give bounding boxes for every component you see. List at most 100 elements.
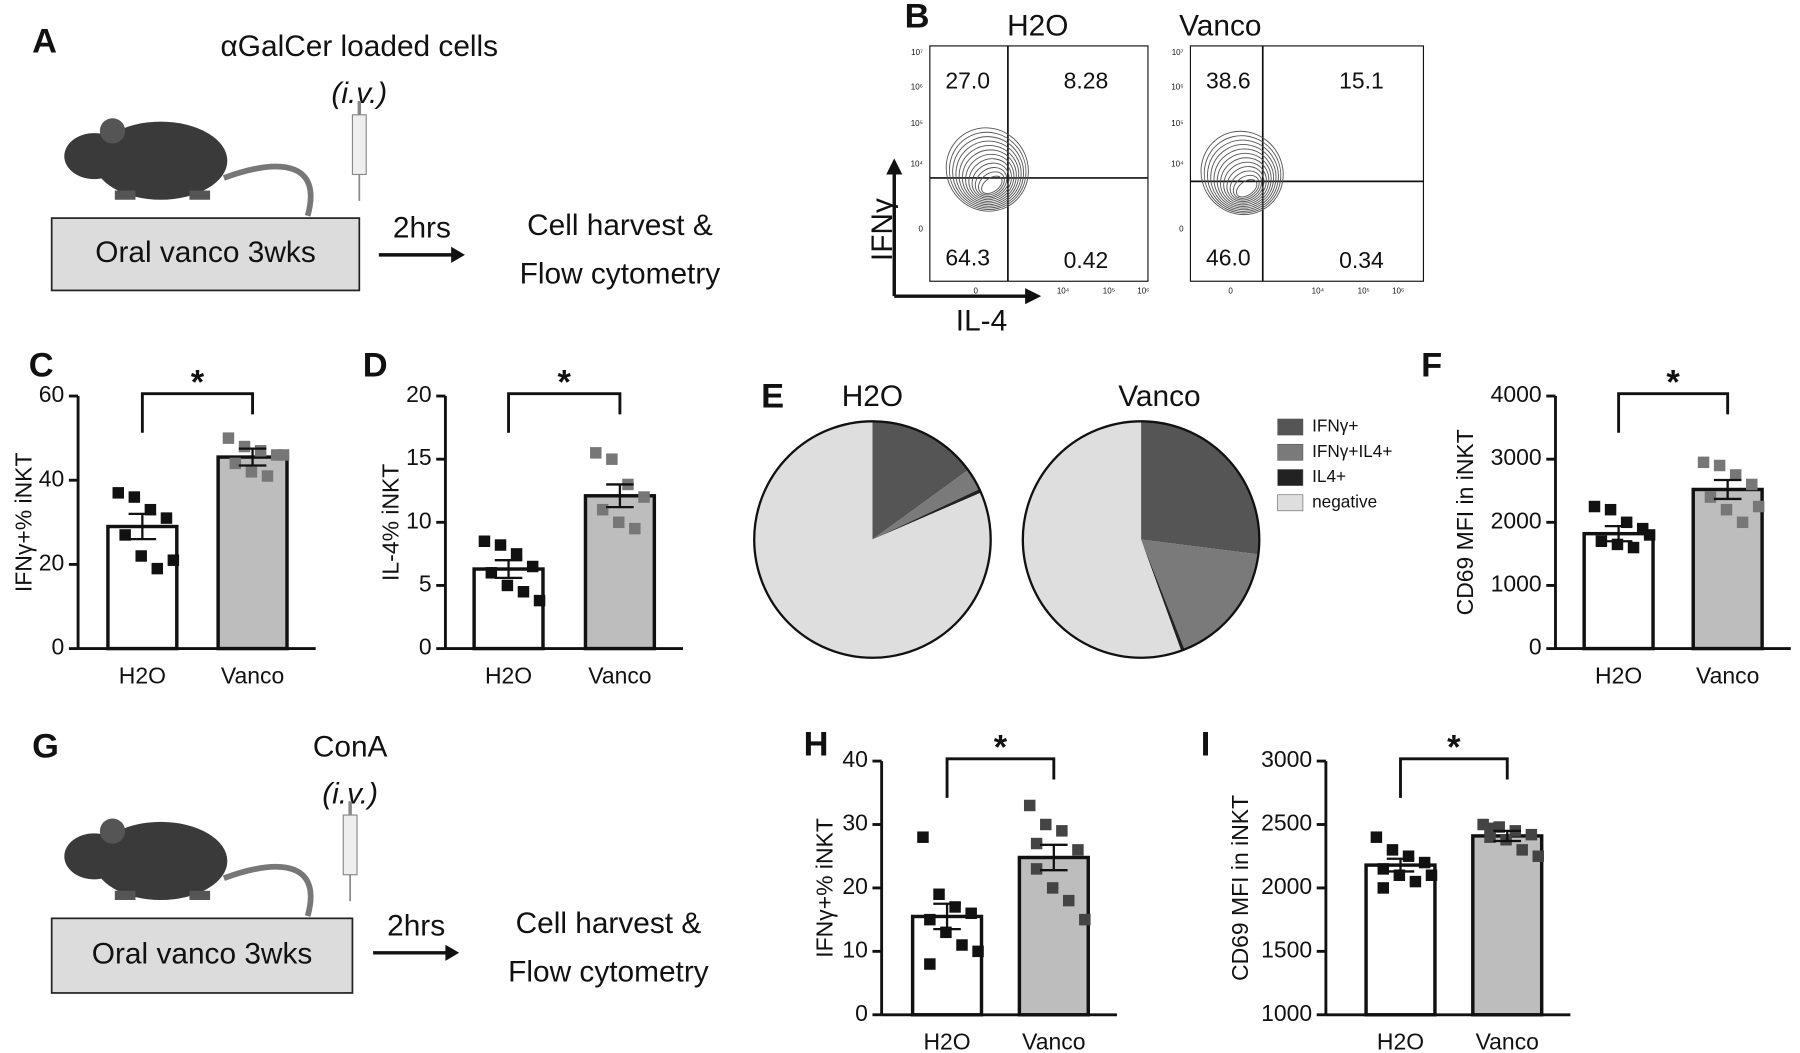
- significance-bracket: [945, 757, 1056, 798]
- y-tick-label: 3000: [1491, 444, 1542, 470]
- pie-slice: [754, 421, 991, 658]
- y-tick-label: 1000: [1261, 1000, 1312, 1026]
- contour: [971, 162, 1010, 199]
- treatment-label: Oral vanco 3wks: [92, 938, 312, 971]
- readout-label: Flow cytometry: [508, 955, 709, 988]
- data-point: [1620, 516, 1633, 529]
- x-tick-label: H2O: [119, 662, 166, 688]
- data-point: [501, 579, 514, 592]
- arrow-head: [445, 944, 460, 961]
- treatment-box: [50, 217, 361, 292]
- quadrant-value: 8.28: [1064, 68, 1109, 94]
- data-point: [933, 888, 945, 901]
- contour: [965, 153, 1015, 202]
- y-axis-label: CD69 MFI in iNKT: [1227, 795, 1253, 981]
- data-point: [533, 594, 546, 607]
- flow-y-tick: 10⁶: [1171, 82, 1183, 91]
- mouse-ear: [99, 818, 126, 844]
- data-point: [917, 831, 929, 843]
- time-label: 2hrs: [393, 211, 451, 244]
- data-point: [1484, 831, 1496, 843]
- panel-label: D: [363, 346, 388, 384]
- panel-label: A: [32, 23, 57, 61]
- flow-x-tick: 10⁴: [1312, 287, 1325, 296]
- flow-y-tick: 10⁷: [1172, 48, 1184, 57]
- mouse-head: [64, 133, 124, 180]
- data-point: [1023, 799, 1036, 812]
- data-point: [160, 512, 173, 524]
- y-tick-label: 4000: [1491, 381, 1542, 407]
- y-tick-label: 0: [855, 1000, 868, 1026]
- panel-label: E: [761, 377, 784, 415]
- legend-label: IFNγ+IL4+: [1312, 441, 1392, 461]
- significance-label: *: [994, 729, 1008, 767]
- flow-title: Vanco: [1179, 9, 1261, 42]
- data-point: [1418, 856, 1431, 869]
- x-tick-label: Vanco: [588, 662, 651, 688]
- data-point: [229, 457, 242, 470]
- contour: [1236, 179, 1258, 198]
- data-point: [590, 447, 602, 459]
- data-point: [144, 503, 157, 516]
- flow-y-tick: 10⁴: [1171, 159, 1184, 168]
- y-tick-label: 15: [406, 444, 432, 470]
- mouse-foot: [114, 190, 136, 200]
- contour: [945, 127, 1029, 212]
- pie-outline: [1021, 420, 1261, 659]
- data-point: [1386, 844, 1399, 856]
- data-point: [510, 548, 523, 560]
- y-tick-label: 0: [52, 634, 65, 660]
- time-label: 2hrs: [387, 909, 445, 942]
- bar: [1364, 863, 1437, 1017]
- y-tick-label: 2000: [1491, 507, 1542, 533]
- data-point: [238, 440, 251, 453]
- pie-slice: [872, 421, 969, 540]
- y-tick-label: 20: [842, 873, 868, 899]
- data-point: [1643, 529, 1656, 541]
- data-point: [1072, 844, 1084, 856]
- legend-swatch: [1277, 469, 1304, 486]
- bar: [1691, 487, 1764, 651]
- flow-y-tick: 0: [1179, 225, 1184, 234]
- treatment-box: [50, 917, 354, 994]
- quadrant-value: 27.0: [945, 68, 990, 94]
- data-point: [1627, 541, 1640, 554]
- flow-y-tick: 10⁵: [1171, 119, 1183, 128]
- data-point: [1402, 850, 1415, 862]
- data-point: [956, 939, 968, 951]
- panel-label: G: [32, 728, 59, 766]
- flow-y-tick: 10⁶: [911, 82, 923, 91]
- data-point: [940, 926, 952, 939]
- flow-y-tick: 10⁴: [911, 159, 924, 168]
- flow-x-tick: 0: [1228, 287, 1233, 296]
- panel-label: B: [905, 0, 930, 35]
- contour: [968, 158, 1012, 201]
- pie-title: Vanco: [1118, 380, 1200, 413]
- pie-slice: [872, 489, 981, 540]
- contour: [1213, 148, 1275, 209]
- flow-x-tick: 10⁶: [1392, 287, 1404, 296]
- y-tick-label: 20: [39, 549, 65, 575]
- mouse-ear: [99, 118, 126, 144]
- data-point: [1713, 459, 1726, 472]
- contour: [1220, 157, 1270, 206]
- contour: [1207, 139, 1279, 212]
- significance-bracket: [1617, 392, 1730, 433]
- contour: [981, 175, 1003, 194]
- data-point: [1729, 469, 1742, 481]
- data-point: [1040, 818, 1052, 831]
- x-tick-label: H2O: [923, 1029, 970, 1053]
- pie-title: H2O: [842, 380, 903, 413]
- y-axis-label: IL-4% iNKT: [378, 464, 404, 581]
- data-point: [965, 907, 977, 920]
- data-point: [1532, 850, 1544, 862]
- syringe: [351, 114, 367, 176]
- data-point: [254, 445, 267, 457]
- data-point: [1588, 500, 1601, 513]
- data-point: [517, 586, 530, 598]
- data-point: [1409, 875, 1422, 888]
- data-point: [1477, 818, 1489, 831]
- readout-label: Cell harvest &: [516, 907, 702, 940]
- significance-bracket: [507, 392, 622, 433]
- syringe: [342, 814, 358, 876]
